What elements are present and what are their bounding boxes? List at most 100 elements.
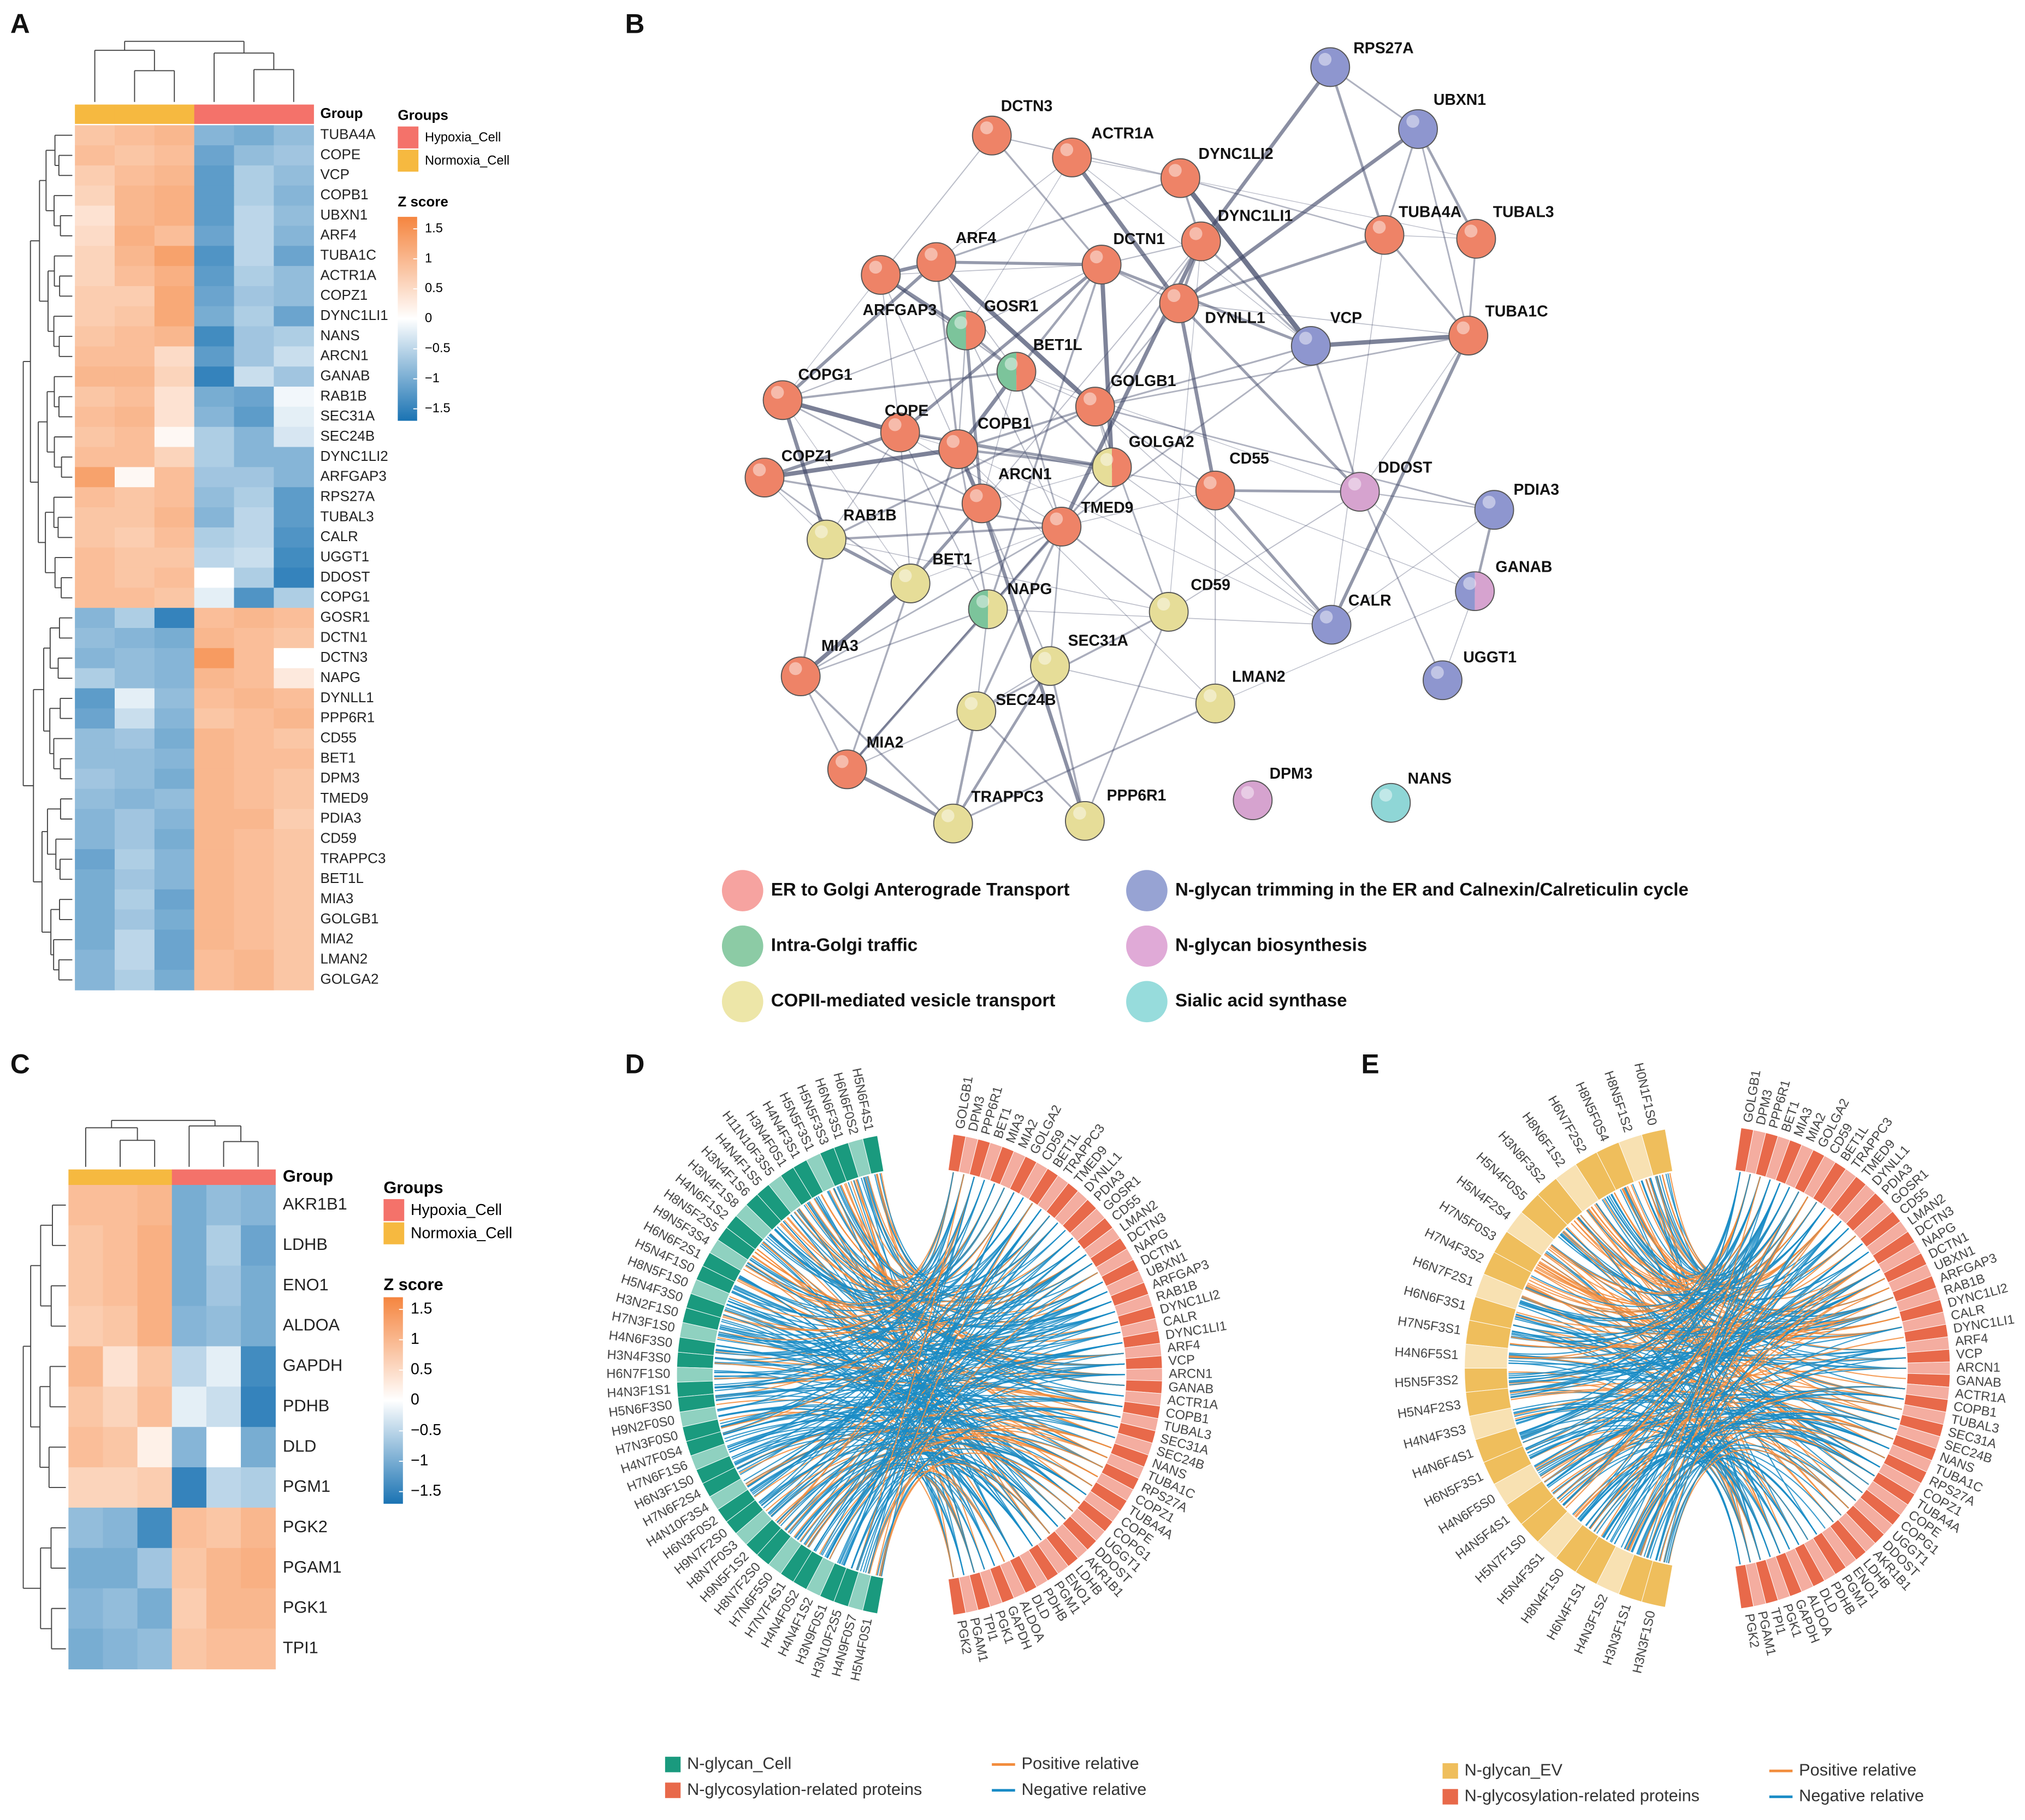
heatmap-cell <box>274 809 314 829</box>
node-circle <box>827 749 867 790</box>
chord-link <box>1557 1191 1799 1500</box>
heatmap-cell <box>114 829 155 850</box>
network-edge <box>781 398 901 435</box>
gene-label: CD59 <box>320 830 356 846</box>
network-edge <box>975 526 1063 712</box>
gene-label: PGAM1 <box>283 1557 342 1576</box>
heatmap-cell <box>154 950 195 970</box>
heatmap-cell <box>194 205 235 227</box>
network-node <box>1311 604 1352 645</box>
colorbar-tick-label: 1 <box>425 251 432 265</box>
node-circle <box>916 242 956 282</box>
glycan-segment <box>676 1367 714 1383</box>
network-node <box>996 352 1037 392</box>
heatmap-cell <box>75 326 115 347</box>
chord-link <box>1546 1183 1781 1486</box>
chord-link <box>1663 1414 1897 1563</box>
gene-label: COPG1 <box>320 589 370 605</box>
heatmap-cell <box>75 507 115 528</box>
node-circle <box>1340 472 1380 512</box>
node-label: ACTR1A <box>1091 125 1154 142</box>
node-shine <box>815 525 828 538</box>
network-edge <box>1016 371 1360 493</box>
network-edge <box>1330 335 1470 626</box>
heatmap-cell <box>274 467 314 488</box>
network-edge <box>957 449 989 610</box>
heatmap-cell <box>194 889 235 910</box>
glycan-label: H0N1F1S0 <box>1631 1062 1659 1127</box>
chord-link <box>819 1435 1103 1555</box>
heatmap-cell <box>194 668 235 689</box>
heatmap-cell <box>114 929 155 950</box>
network-edge <box>880 264 1102 276</box>
chord-link <box>723 1174 964 1434</box>
heatmap-cell <box>274 246 314 266</box>
heatmap-cell <box>114 728 155 749</box>
heatmap-cell <box>274 789 314 810</box>
heatmap-cell <box>68 1628 104 1670</box>
node-half <box>966 311 986 350</box>
node-label: DDOST <box>1378 459 1432 477</box>
legend-swatch <box>721 981 763 1023</box>
node-label: TUBA1C <box>1485 303 1548 321</box>
legend-swatch <box>398 150 419 172</box>
chord-link <box>875 1202 1033 1576</box>
heatmap-cell <box>194 648 235 669</box>
heatmap-cell <box>274 286 314 307</box>
heatmap-cell <box>234 507 275 528</box>
heatmap-cell <box>274 527 314 548</box>
node-label: VCP <box>1330 309 1362 327</box>
network-node <box>961 483 1002 524</box>
network-edge <box>782 275 881 401</box>
heatmap-cell <box>154 889 195 910</box>
network-edge <box>899 263 1103 434</box>
heatmap-cell <box>234 567 275 589</box>
heatmap-cell <box>234 145 275 166</box>
chord-link <box>881 1192 1015 1577</box>
heatmap-cell <box>154 708 195 729</box>
chord-link <box>880 1453 1080 1576</box>
node-shine <box>1073 807 1086 820</box>
node-circle <box>1195 470 1235 511</box>
heatmap-cell <box>194 467 235 488</box>
heatmap-cell <box>171 1467 207 1508</box>
heatmap-cell <box>171 1588 207 1629</box>
network-edge <box>826 525 1062 541</box>
node-label: NANS <box>1408 770 1452 787</box>
gene-label: CD55 <box>320 729 356 745</box>
node-half <box>1016 352 1036 392</box>
gene-label: COPB1 <box>320 186 368 203</box>
heatmap-cell <box>154 246 195 266</box>
heatmap-cell <box>234 125 275 146</box>
node-outline <box>968 589 1008 630</box>
node-shine <box>1348 477 1361 491</box>
heatmap-cell <box>274 406 314 428</box>
gene-label: ACTR1A <box>320 266 376 283</box>
gene-label: LDHB <box>283 1235 328 1254</box>
node-label: UBXN1 <box>1434 91 1486 109</box>
node-shine <box>1203 689 1217 702</box>
heatmap-cell <box>68 1507 104 1549</box>
heatmap-cell <box>75 387 115 407</box>
chord-link <box>739 1202 1033 1475</box>
heatmap-cell <box>274 125 314 146</box>
heatmap-cell <box>114 145 155 166</box>
chord-link <box>778 1176 975 1525</box>
legend-label: N-glycan_EV <box>1465 1760 1563 1779</box>
heatmap-cell <box>75 226 115 246</box>
network-node <box>807 519 846 560</box>
heatmap-cell <box>75 929 115 950</box>
heatmap-cell <box>137 1386 173 1427</box>
node-label: DCTN1 <box>1113 230 1165 248</box>
network-edge <box>1101 263 1312 347</box>
glycan-label: H8N5F1S2 <box>1601 1069 1635 1134</box>
network-node <box>1456 218 1496 259</box>
heatmap-cell <box>154 125 195 146</box>
group-bar <box>114 104 155 124</box>
protein-label: VCP <box>1168 1353 1195 1368</box>
node-circle <box>1159 283 1199 323</box>
heatmap-cell <box>194 628 235 649</box>
node-shine <box>941 809 955 822</box>
heatmap-cell <box>137 1427 173 1468</box>
